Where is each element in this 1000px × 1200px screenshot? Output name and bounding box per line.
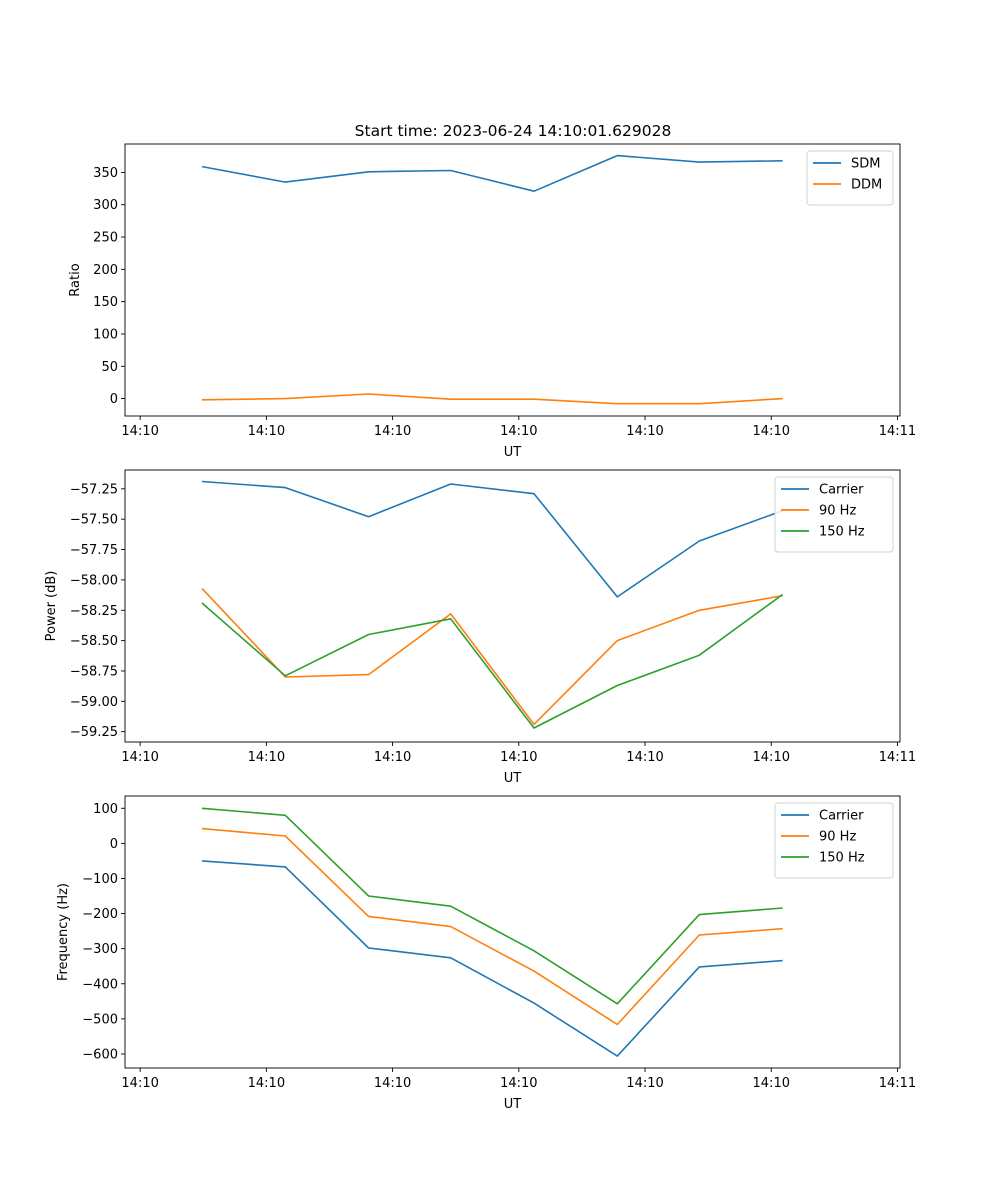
y-axis-label: Frequency (Hz) — [56, 883, 71, 981]
panel-1: 14:10 14:10 14:10 14:10 14:10 14:10 14:11 0 50 10… — [68, 143, 916, 460]
x-tick-label: 14:10 — [626, 750, 663, 765]
legend-label: Carrier — [819, 483, 864, 498]
y-tick-label: −58.25 — [70, 604, 118, 619]
y-tick-label: −500 — [82, 1012, 118, 1027]
axes-frame — [124, 795, 901, 1069]
legend-label: 150 Hz — [819, 525, 865, 540]
y-tick-label: 250 — [93, 231, 118, 246]
y-tick-label: −58.50 — [70, 634, 118, 649]
x-tick-label: 14:10 — [121, 1076, 158, 1091]
legend-box — [774, 476, 894, 553]
legend-box — [806, 150, 894, 206]
series-line-90-hz — [201, 827, 783, 1026]
series-line-carrier — [201, 480, 783, 598]
x-tick-label: 14:10 — [121, 424, 158, 439]
y-tick-label: −57.25 — [70, 482, 118, 497]
x-tick-label: 14:11 — [879, 750, 916, 765]
x-tick-label: 14:11 — [879, 1076, 916, 1091]
y-tick-label: −57.75 — [70, 543, 118, 558]
x-axis-label: UT — [504, 1097, 522, 1112]
y-tick-label: −59.25 — [70, 725, 118, 740]
y-tick-label: −400 — [82, 977, 118, 992]
y-tick-label: −58.00 — [70, 573, 118, 588]
y-tick-label: −100 — [82, 872, 118, 887]
x-tick-label: 14:10 — [753, 1076, 790, 1091]
y-axis-label: Ratio — [68, 263, 83, 296]
panel-3: 14:10 14:10 14:10 14:10 14:10 14:10 14:11 −600 −… — [56, 795, 916, 1112]
legend-label: 90 Hz — [819, 830, 856, 845]
y-tick-label: −300 — [82, 942, 118, 957]
legend: Carrier 90 Hz 150 Hz — [774, 802, 894, 879]
x-axis-label: UT — [504, 445, 522, 460]
legend-label: Carrier — [819, 809, 864, 824]
x-tick-label: 14:10 — [121, 750, 158, 765]
legend-label: 90 Hz — [819, 504, 856, 519]
axes-frame — [124, 469, 901, 743]
figure-title: Start time: 2023-06-24 14:10:01.629028 — [355, 122, 672, 140]
series-line-90-hz — [201, 587, 783, 726]
y-tick-label: 100 — [93, 327, 118, 342]
y-tick-label: 0 — [110, 392, 118, 407]
y-tick-label: −600 — [82, 1047, 118, 1062]
x-axis-label: UT — [504, 771, 522, 786]
y-tick-label: −57.50 — [70, 513, 118, 528]
y-tick-label: 50 — [101, 360, 118, 375]
legend: Carrier 90 Hz 150 Hz — [774, 476, 894, 553]
legend: SDM DDM — [806, 150, 894, 206]
x-tick-label: 14:10 — [248, 750, 285, 765]
y-tick-label: −58.75 — [70, 664, 118, 679]
y-tick-label: 350 — [93, 166, 118, 181]
x-tick-label: 14:10 — [500, 750, 537, 765]
y-tick-label: 300 — [93, 198, 118, 213]
panels: 14:10 14:10 14:10 14:10 14:10 14:10 14:11 0 50 10… — [44, 143, 916, 1112]
legend-label: 150 Hz — [819, 851, 865, 866]
x-tick-label: 14:11 — [879, 424, 916, 439]
x-tick-label: 14:10 — [374, 750, 411, 765]
legend-box — [774, 802, 894, 879]
x-tick-label: 14:10 — [248, 1076, 285, 1091]
x-tick-label: 14:10 — [374, 424, 411, 439]
y-tick-label: 200 — [93, 263, 118, 278]
y-axis-label: Power (dB) — [44, 571, 59, 642]
x-tick-label: 14:10 — [626, 1076, 663, 1091]
series-line-carrier — [201, 860, 783, 1057]
panel-2: 14:10 14:10 14:10 14:10 14:10 14:10 14:11 −59.2… — [44, 469, 916, 786]
y-tick-label: 0 — [110, 837, 118, 852]
y-tick-label: 100 — [93, 802, 118, 817]
x-tick-label: 14:10 — [753, 424, 790, 439]
legend-label: SDM — [851, 157, 880, 172]
x-tick-label: 14:10 — [753, 750, 790, 765]
y-tick-label: −200 — [82, 907, 118, 922]
legend-label: DDM — [851, 178, 882, 193]
series-line-150-hz — [201, 593, 784, 729]
axes-frame — [124, 143, 901, 417]
series-line-ddm — [201, 393, 783, 405]
x-tick-label: 14:10 — [500, 1076, 537, 1091]
y-tick-label: −59.00 — [70, 695, 118, 710]
x-tick-label: 14:10 — [626, 424, 663, 439]
x-tick-label: 14:10 — [248, 424, 285, 439]
y-tick-label: 150 — [93, 295, 118, 310]
series-line-sdm — [201, 154, 783, 192]
series-line-150-hz — [201, 807, 783, 1005]
x-tick-label: 14:10 — [500, 424, 537, 439]
x-tick-label: 14:10 — [374, 1076, 411, 1091]
